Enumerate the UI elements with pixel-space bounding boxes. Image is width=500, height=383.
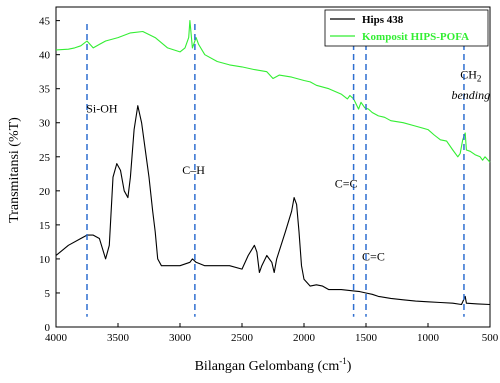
annotation-c-c-2: C=C: [362, 249, 385, 263]
annotation-bending: bending: [451, 88, 490, 102]
annotation-c-h: C–H: [182, 163, 205, 177]
legend: Hips 438 Komposit HIPS-POFA: [324, 9, 489, 47]
y-tick-label: 5: [45, 288, 51, 300]
x-tick-label: 2000: [293, 332, 316, 344]
x-axis-title-main: Bilangan Gelombang (cm: [195, 359, 340, 374]
x-tick-label: 1500: [355, 332, 378, 344]
y-axis-title: Transmitansi (%T): [7, 117, 22, 223]
annotation-si-oh: Si-OH: [86, 102, 118, 116]
annotation-ch2-main: CH: [460, 67, 477, 81]
x-tick-label: 3000: [169, 332, 192, 344]
x-tick-label: 500: [482, 332, 499, 344]
y-tick-label: 15: [39, 220, 51, 232]
x-tick-label: 4000: [45, 332, 68, 344]
annotation-layer: Si-OH C–H C=C C=C CH2 bending: [86, 67, 490, 263]
plot-area: [55, 6, 491, 328]
annotation-ch2-sub: 2: [477, 73, 482, 83]
x-tick-label: 3500: [107, 332, 130, 344]
axis-ticks: 4000 3500 3000 2500 2000 1500 1000 500 0 5 10 15 20 2…: [39, 16, 499, 344]
legend-box: [324, 9, 489, 47]
x-axis-title-sup: -1: [339, 356, 347, 366]
y-tick-label: 40: [39, 50, 51, 62]
y-tick-label: 30: [39, 118, 51, 130]
x-tick-label: 2500: [231, 332, 254, 344]
plot-border: [55, 6, 491, 328]
x-axis-title-end: ): [347, 359, 352, 374]
legend-label-hips: Hips 438: [362, 14, 404, 26]
x-axis-title: Bilangan Gelombang (cm-1): [195, 356, 352, 374]
y-tick-label: 10: [39, 254, 51, 266]
series-line-hips-438: [55, 105, 491, 306]
y-tick-label: 35: [39, 84, 51, 96]
series-line-komposit-hips-pofa: [55, 20, 491, 163]
marker-layer: [86, 24, 465, 317]
y-tick-label: 45: [39, 16, 51, 28]
y-tick-label: 0: [45, 322, 51, 334]
y-tick-label: 20: [39, 186, 51, 198]
annotation-c-c-1: C=C: [335, 176, 358, 190]
series-layer: [55, 20, 491, 306]
y-tick-label: 25: [39, 152, 51, 164]
x-tick-label: 1000: [417, 332, 440, 344]
legend-label-komposit: Komposit HIPS-POFA: [362, 31, 469, 43]
annotation-ch2: CH2: [460, 67, 481, 83]
